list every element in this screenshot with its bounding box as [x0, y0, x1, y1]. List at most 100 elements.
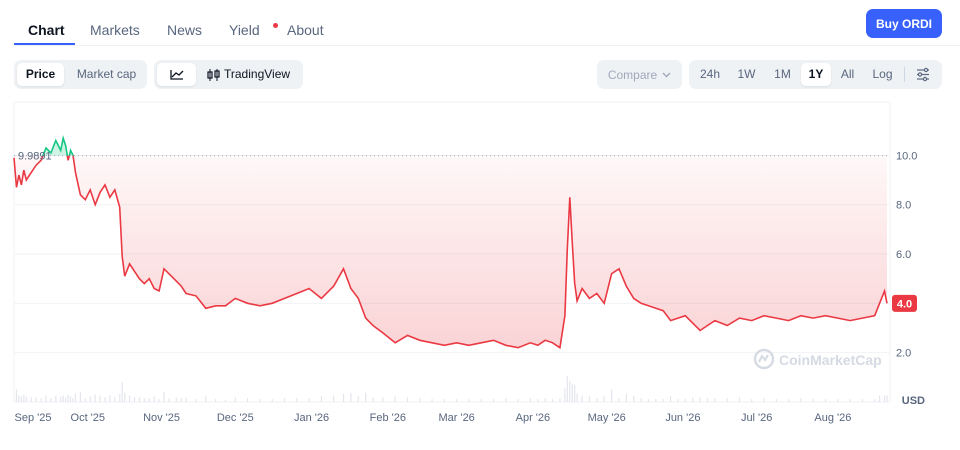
- volume-bar: [18, 395, 20, 402]
- volume-bar: [576, 393, 578, 402]
- y-tick-label: 6.0: [896, 249, 911, 261]
- range-1m[interactable]: 1M: [774, 67, 791, 81]
- volume-bar: [55, 395, 57, 402]
- volume-bar: [431, 399, 433, 402]
- price-chart[interactable]: CoinMarketCap 9.9891 10.0 8.0 6.0 4.0 2.0 Se…: [0, 96, 960, 450]
- price-line-below: [13, 155, 888, 350]
- volume-bar: [596, 398, 598, 402]
- volume-bar: [35, 397, 37, 402]
- line-chart-button[interactable]: [157, 63, 196, 86]
- volume-bar: [84, 398, 86, 402]
- volume-bar: [138, 397, 141, 402]
- buy-button[interactable]: Buy ORDI: [866, 9, 942, 38]
- log-toggle[interactable]: Log: [872, 67, 893, 81]
- volume-bar: [308, 398, 310, 402]
- range-selector: 24h 1W 1M 1Y All Log: [689, 60, 942, 89]
- volume-bar: [185, 397, 187, 402]
- volume-bar: [588, 396, 591, 402]
- currency-label: USD: [902, 395, 925, 407]
- current-price-tag: 4.0: [892, 294, 917, 312]
- volume-bar: [109, 395, 111, 402]
- volume-bar: [394, 396, 396, 402]
- yield-notification-dot: [273, 23, 278, 28]
- x-tick-label: Nov '25: [143, 412, 180, 424]
- x-tick-label: Mar '26: [438, 412, 474, 424]
- line-chart-icon: [170, 70, 184, 80]
- volume-bar: [320, 396, 322, 402]
- volume-bar: [684, 399, 686, 402]
- volume-bar: [296, 398, 298, 402]
- tab-bar: Chart Markets News Yield About: [14, 0, 960, 46]
- range-24h[interactable]: 24h: [699, 67, 721, 81]
- tab-markets[interactable]: Markets: [90, 22, 140, 38]
- volume-bar: [74, 393, 77, 402]
- volume-bar: [234, 397, 236, 402]
- volume-bar: [714, 398, 716, 402]
- volume-bar: [571, 383, 573, 402]
- y-axis-ticks: 10.0 8.0 6.0 4.0 2.0: [896, 150, 917, 359]
- volume-bar: [443, 399, 445, 402]
- volume-bar: [886, 395, 888, 402]
- range-1y[interactable]: 1Y: [801, 63, 831, 86]
- volume-bar: [468, 399, 470, 402]
- volume-bar: [365, 392, 367, 402]
- price-toggle[interactable]: Price: [17, 63, 64, 86]
- market-cap-toggle[interactable]: Market cap: [76, 67, 137, 81]
- volume-bar: [180, 398, 182, 402]
- volume-bar: [195, 399, 197, 402]
- watermark: CoinMarketCap: [753, 348, 882, 370]
- volume-bar: [726, 398, 728, 402]
- volume-bar: [610, 389, 613, 402]
- chart-settings-button[interactable]: [909, 63, 937, 86]
- volume-bar: [633, 395, 635, 402]
- coinmarketcap-logo-icon: [753, 348, 775, 370]
- x-tick-label: Dec '25: [217, 412, 254, 424]
- x-tick-label: Aug '26: [814, 412, 851, 424]
- volume-bar: [566, 375, 568, 402]
- volume-bar: [175, 397, 177, 402]
- active-tab-underline: [14, 43, 75, 45]
- tab-chart[interactable]: Chart: [28, 22, 65, 38]
- volume-bar: [564, 388, 566, 402]
- volume-bar: [419, 398, 421, 402]
- x-tick-label: Feb '26: [370, 412, 406, 424]
- volume-bar: [30, 397, 32, 402]
- volume-bar: [647, 399, 650, 402]
- volume-bar: [271, 399, 273, 402]
- x-tick-label: May '26: [588, 412, 626, 424]
- volume-bar: [45, 395, 47, 402]
- x-axis-ticks: Sep '25 Oct '25 Nov '25 Dec '25 Jan '26 Feb '…: [15, 412, 852, 424]
- volume-bar: [788, 399, 790, 402]
- volume-bar: [456, 399, 458, 402]
- y-tick-label: 10.0: [896, 150, 917, 162]
- tab-news[interactable]: News: [167, 22, 203, 38]
- volume-bar: [342, 393, 345, 402]
- volume-bar: [559, 398, 561, 402]
- y-tick-label: 2.0: [896, 348, 911, 360]
- metric-toggle: Price Market cap: [14, 60, 147, 89]
- volume-bar: [800, 398, 802, 402]
- volume-bar: [69, 396, 72, 402]
- tradingview-button[interactable]: TradingView: [200, 63, 300, 86]
- volume-bar: [148, 398, 150, 402]
- tab-yield[interactable]: Yield: [229, 22, 260, 38]
- volume-bar: [357, 396, 359, 402]
- volume-bar: [133, 397, 136, 402]
- compare-dropdown[interactable]: Compare: [597, 60, 682, 89]
- volume-bar: [205, 395, 207, 402]
- volume-bar: [50, 398, 52, 402]
- volume-bar: [163, 391, 165, 402]
- volume-bar: [569, 381, 571, 402]
- volume-bar: [640, 398, 642, 402]
- volume-bar: [114, 397, 116, 402]
- volume-bar: [259, 399, 261, 402]
- candlestick-icon: [207, 69, 220, 81]
- tab-about[interactable]: About: [287, 22, 324, 38]
- range-1w[interactable]: 1W: [737, 67, 756, 81]
- range-all[interactable]: All: [840, 67, 855, 81]
- x-tick-label: Oct '25: [71, 412, 106, 424]
- volume-bar: [23, 394, 25, 402]
- volume-bar: [699, 397, 701, 402]
- volume-bar: [677, 399, 679, 402]
- volume-bar: [79, 391, 81, 402]
